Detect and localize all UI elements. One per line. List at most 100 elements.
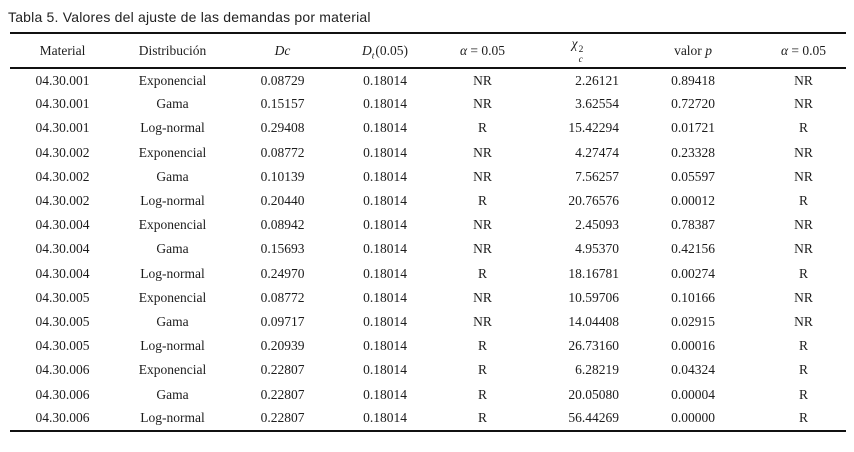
cell-chi-result: NR bbox=[794, 241, 813, 257]
cell-dt: 0.18014 bbox=[363, 289, 407, 305]
cell-dt: 0.18014 bbox=[363, 362, 407, 378]
cell-ks-result: R bbox=[477, 338, 487, 354]
cell-dt: 0.18014 bbox=[363, 338, 407, 354]
header-row: Material Distribución Dc Dt(0.05) α = 0.… bbox=[10, 33, 846, 69]
cell-dt: 0.18014 bbox=[363, 168, 407, 184]
cell-valor-p: 0.04324 bbox=[671, 362, 715, 378]
cell-ks-result: R bbox=[477, 120, 487, 136]
cell-chi-result: R bbox=[798, 362, 808, 378]
cell-dc: 0.29408 bbox=[260, 120, 305, 136]
cell-material: 04.30.004 bbox=[35, 241, 90, 257]
cell-valor-p: 0.00016 bbox=[671, 338, 715, 354]
cell-material: 04.30.002 bbox=[35, 168, 90, 184]
cell-distribucion: Log-normal bbox=[140, 120, 205, 136]
col-header-material: Material bbox=[10, 33, 115, 69]
cell-dt: 0.18014 bbox=[363, 72, 407, 88]
table-row: 04.30.001 Exponencial 0.08729 0.18014 NR 2.26… bbox=[10, 68, 846, 92]
cell-chi-squared: 4.95370 bbox=[575, 241, 619, 257]
cell-chi-squared: 10.59706 bbox=[568, 289, 619, 305]
cell-distribucion: Log-normal bbox=[140, 193, 205, 209]
cell-distribucion: Exponencial bbox=[138, 362, 207, 378]
cell-ks-result: R bbox=[477, 193, 487, 209]
cell-dt: 0.18014 bbox=[363, 96, 407, 112]
table-header: Material Distribución Dc Dt(0.05) α = 0.… bbox=[10, 33, 846, 69]
table-row: 04.30.002 Gama 0.10139 0.18014 NR 7.56257 0.05… bbox=[10, 165, 846, 189]
cell-chi-squared: 14.04408 bbox=[568, 313, 619, 329]
cell-chi-result: R bbox=[798, 338, 808, 354]
cell-chi-result: NR bbox=[794, 217, 813, 233]
cell-dt: 0.18014 bbox=[363, 217, 407, 233]
cell-material: 04.30.001 bbox=[35, 120, 90, 136]
cell-dc: 0.15693 bbox=[260, 241, 305, 257]
demand-fit-table: Material Distribución Dc Dt(0.05) α = 0.… bbox=[10, 32, 846, 432]
cell-chi-result: NR bbox=[794, 289, 813, 305]
cell-dc: 0.09717 bbox=[260, 313, 305, 329]
col-header-alpha-ks: α = 0.05 bbox=[435, 33, 530, 69]
cell-distribucion: Exponencial bbox=[138, 144, 207, 160]
cell-chi-result: NR bbox=[794, 168, 813, 184]
cell-distribucion: Log-normal bbox=[140, 265, 205, 281]
table-row: 04.30.005 Log-normal 0.20939 0.18014 R 26.731… bbox=[10, 334, 846, 358]
cell-dc: 0.08772 bbox=[260, 144, 305, 160]
table-row: 04.30.005 Gama 0.09717 0.18014 NR 14.04408 0.0… bbox=[10, 310, 846, 334]
cell-dc: 0.20939 bbox=[260, 338, 305, 354]
cell-dt: 0.18014 bbox=[363, 313, 407, 329]
table-row: 04.30.005 Exponencial 0.08772 0.18014 NR 10.5… bbox=[10, 286, 846, 310]
cell-dc: 0.20440 bbox=[260, 193, 305, 209]
cell-chi-result: NR bbox=[794, 96, 813, 112]
cell-dt: 0.18014 bbox=[363, 193, 407, 209]
cell-ks-result: R bbox=[477, 410, 487, 426]
cell-valor-p: 0.23328 bbox=[671, 144, 715, 160]
cell-valor-p: 0.02915 bbox=[671, 313, 715, 329]
cell-dc: 0.22807 bbox=[260, 410, 305, 426]
cell-ks-result: R bbox=[477, 386, 487, 402]
cell-chi-squared: 6.28219 bbox=[575, 362, 619, 378]
cell-material: 04.30.006 bbox=[35, 386, 90, 402]
cell-distribucion: Log-normal bbox=[140, 410, 205, 426]
cell-distribucion: Gama bbox=[156, 96, 189, 112]
table-row: 04.30.004 Gama 0.15693 0.18014 NR 4.95370 0.42… bbox=[10, 237, 846, 261]
table-row: 04.30.006 Exponencial 0.22807 0.18014 R 6.282… bbox=[10, 358, 846, 382]
table-row: 04.30.002 Log-normal 0.20440 0.18014 R 20.765… bbox=[10, 189, 846, 213]
cell-ks-result: NR bbox=[473, 241, 492, 257]
table-row: 04.30.006 Log-normal 0.22807 0.18014 R 56.442… bbox=[10, 407, 846, 431]
cell-valor-p: 0.00012 bbox=[671, 193, 715, 209]
cell-chi-squared: 3.62554 bbox=[575, 96, 619, 112]
cell-material: 04.30.006 bbox=[35, 410, 90, 426]
cell-dc: 0.15157 bbox=[260, 96, 305, 112]
cell-distribucion: Log-normal bbox=[140, 338, 205, 354]
cell-valor-p: 0.78387 bbox=[671, 217, 715, 233]
cell-chi-squared: 2.26121 bbox=[575, 72, 619, 88]
cell-dt: 0.18014 bbox=[363, 120, 407, 136]
cell-dt: 0.18014 bbox=[363, 410, 407, 426]
cell-ks-result: NR bbox=[473, 217, 492, 233]
table-body: 04.30.001 Exponencial 0.08729 0.18014 NR 2.26… bbox=[10, 68, 846, 431]
cell-dt: 0.18014 bbox=[363, 241, 407, 257]
cell-chi-result: NR bbox=[794, 313, 813, 329]
cell-dt: 0.18014 bbox=[363, 144, 407, 160]
cell-dc: 0.22807 bbox=[260, 386, 305, 402]
cell-material: 04.30.002 bbox=[35, 193, 90, 209]
col-header-dt: Dt(0.05) bbox=[335, 33, 435, 69]
table-title: Tabla 5. Valores del ajuste de las deman… bbox=[8, 9, 371, 25]
table-row: 04.30.001 Gama 0.15157 0.18014 NR 3.62554 0.72… bbox=[10, 92, 846, 116]
cell-valor-p: 0.01721 bbox=[671, 120, 715, 136]
table-row: 04.30.004 Exponencial 0.08942 0.18014 NR 2.45… bbox=[10, 213, 846, 237]
cell-chi-squared: 18.16781 bbox=[568, 265, 619, 281]
cell-valor-p: 0.00000 bbox=[671, 410, 715, 426]
cell-material: 04.30.001 bbox=[35, 96, 90, 112]
cell-dc: 0.10139 bbox=[260, 168, 305, 184]
col-header-dc: Dc bbox=[230, 33, 335, 69]
cell-dt: 0.18014 bbox=[363, 386, 407, 402]
table-row: 04.30.001 Log-normal 0.29408 0.18014 R 15.422… bbox=[10, 116, 846, 140]
cell-ks-result: R bbox=[477, 362, 487, 378]
cell-valor-p: 0.10166 bbox=[671, 289, 715, 305]
cell-chi-squared: 4.27474 bbox=[575, 144, 619, 160]
cell-chi-result: NR bbox=[794, 72, 813, 88]
cell-chi-result: R bbox=[798, 120, 808, 136]
cell-distribucion: Gama bbox=[156, 168, 189, 184]
cell-distribucion: Exponencial bbox=[138, 289, 207, 305]
table-row: 04.30.006 Gama 0.22807 0.18014 R 20.05080 0.00… bbox=[10, 382, 846, 406]
cell-ks-result: NR bbox=[473, 289, 492, 305]
